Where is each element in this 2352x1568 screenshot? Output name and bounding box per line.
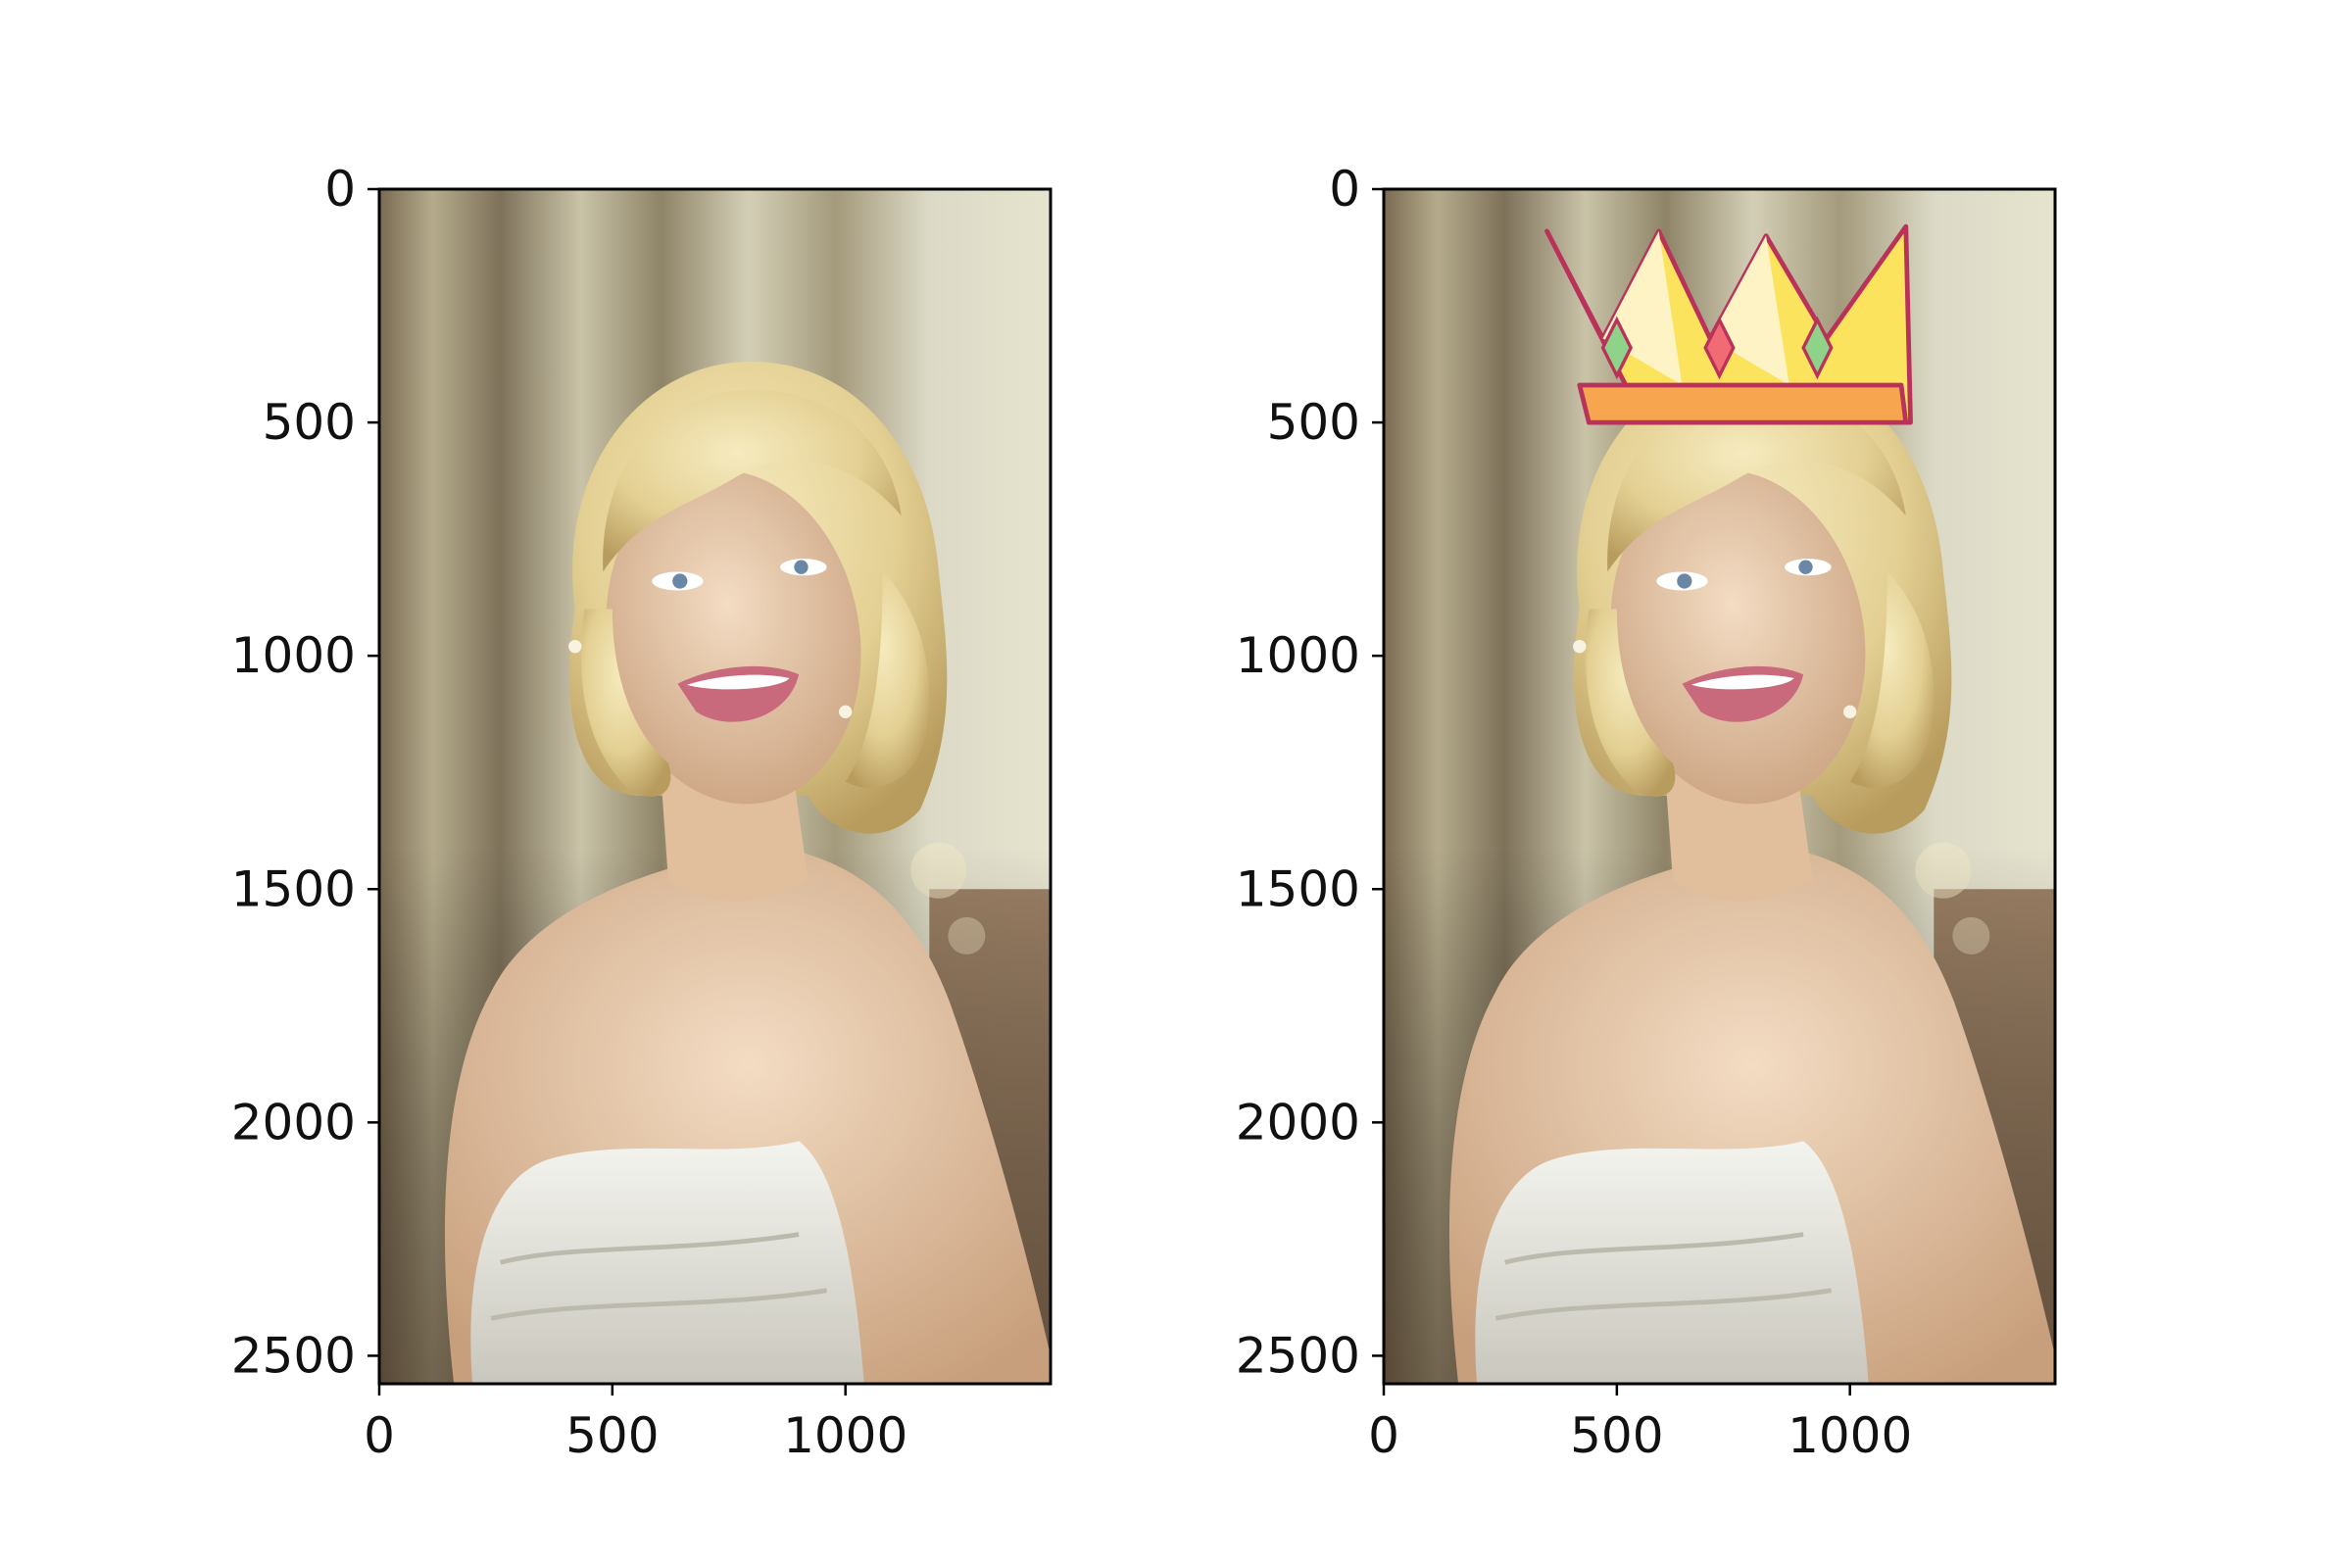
image-panel-with-crown: 0 500 1000 0 500 1000 1500 2000 2500	[1236, 161, 2057, 1464]
y-tick-label: 2000	[231, 1094, 356, 1151]
x-tick-label: 1000	[1788, 1407, 1912, 1464]
axis-ticks: 0 500 1000 0 500 1000 1500 2000 2500	[1236, 161, 1913, 1464]
axes-frame	[377, 187, 1053, 1386]
axis-ticks: 0 500 1000 0 500 1000 1500 2000 2500	[231, 161, 908, 1464]
y-tick-label: 1500	[1236, 860, 1360, 917]
x-tick-label: 0	[1368, 1407, 1399, 1464]
y-tick-label: 2000	[1236, 1094, 1360, 1151]
portrait-image-content	[379, 189, 1051, 1384]
x-tick-label: 0	[364, 1407, 395, 1464]
y-tick-label: 500	[1267, 394, 1360, 451]
x-tick-label: 1000	[783, 1407, 907, 1464]
y-tick-label: 500	[263, 394, 356, 451]
x-tick-label: 500	[1570, 1407, 1663, 1464]
portrait-image	[379, 189, 1051, 1384]
image-panel-original: 0 500 1000 0 500 1000 1500 2000 2500	[231, 161, 1053, 1464]
y-tick-label: 1500	[231, 860, 356, 917]
y-tick-label: 0	[1329, 161, 1360, 218]
axes-frame	[1382, 187, 2057, 1386]
y-tick-label: 2500	[1236, 1327, 1360, 1384]
x-tick-label: 500	[565, 1407, 659, 1464]
y-tick-label: 2500	[231, 1327, 356, 1384]
y-tick-label: 1000	[1236, 627, 1360, 684]
y-tick-label: 0	[324, 161, 356, 218]
y-tick-label: 1000	[231, 627, 356, 684]
